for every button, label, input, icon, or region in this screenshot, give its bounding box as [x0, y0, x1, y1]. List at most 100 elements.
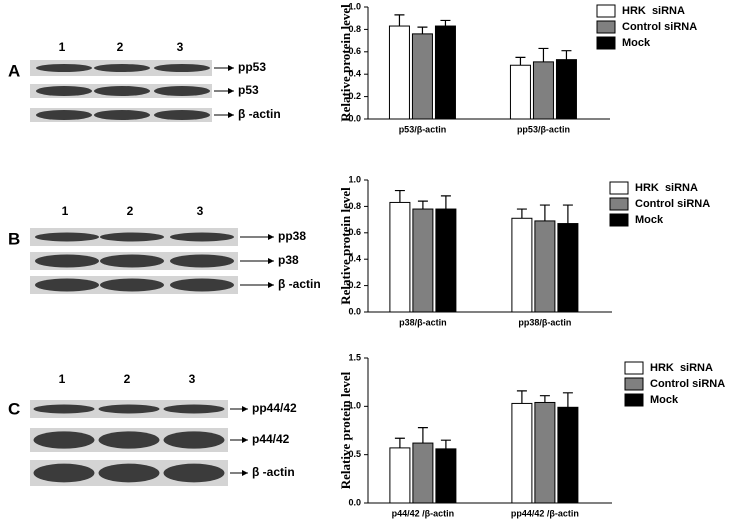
blot-band [33, 404, 95, 414]
bar [534, 220, 556, 313]
y-tick-label: 0.2 [348, 91, 361, 101]
blot-band [170, 232, 234, 242]
blot-band [154, 64, 210, 72]
error-bar [417, 26, 428, 34]
error-bar [562, 204, 573, 224]
blot-band [100, 232, 164, 242]
legend-swatch [609, 197, 629, 211]
y-tick-label: 0.4 [348, 254, 361, 264]
x-tick-label: p53/β-actin [399, 124, 447, 134]
band-label: β -actin [252, 465, 295, 479]
blot-band [163, 463, 225, 483]
legend-swatch [596, 4, 616, 18]
error-bar [539, 204, 550, 221]
blot-band [33, 463, 95, 483]
bar [435, 448, 457, 504]
arrow-head [242, 406, 248, 412]
blot-band [163, 404, 225, 414]
band-label: pp38 [278, 229, 306, 243]
legend-swatch [624, 361, 644, 375]
error-bar [394, 189, 405, 203]
lane-label: 3 [177, 40, 184, 54]
y-tick-label: 0.4 [348, 69, 361, 79]
blot-band [154, 109, 210, 121]
arrow-head [242, 470, 248, 476]
error-bar [440, 439, 451, 449]
blot-band [154, 85, 210, 97]
bar [412, 208, 434, 313]
blot-band [36, 64, 92, 72]
legend-label: Mock [622, 37, 651, 49]
band-label: β -actin [278, 277, 321, 291]
error-bar [440, 195, 451, 210]
lane-label: 2 [124, 372, 131, 386]
arrow-head [228, 88, 234, 94]
y-tick-label: 0.0 [348, 306, 361, 316]
bar [434, 25, 456, 120]
band-label: pp53 [238, 60, 266, 74]
y-tick-label: 0.8 [348, 24, 361, 34]
bar [412, 442, 434, 504]
legend-swatch [609, 181, 629, 195]
arrow-head [268, 234, 274, 240]
x-tick-label: p38/β-actin [399, 317, 447, 327]
error-bar [515, 56, 526, 66]
legend-label: HRK siRNA [622, 5, 685, 17]
blot-band [170, 254, 234, 268]
lane-label: 3 [189, 372, 196, 386]
arrow-head [268, 258, 274, 264]
y-tick-label: 0.0 [348, 497, 361, 507]
bar [389, 447, 411, 504]
error-bar [394, 14, 405, 27]
legend-swatch [624, 393, 644, 407]
blot-band [170, 278, 234, 292]
blot-band [35, 254, 99, 268]
legend-swatch [596, 20, 616, 34]
y-tick-label: 1.5 [348, 352, 361, 362]
legend-swatch [609, 213, 629, 227]
bar [388, 25, 410, 120]
x-tick-label: p44/42 /β-actin [392, 508, 455, 518]
blot-band [98, 463, 160, 483]
y-tick-label: 0.2 [348, 280, 361, 290]
bar [557, 406, 579, 504]
bar [389, 201, 411, 313]
error-bar [516, 390, 527, 404]
y-tick-label: 0.6 [348, 227, 361, 237]
lane-label: 1 [59, 40, 66, 54]
arrow-head [268, 282, 274, 288]
blot-band [35, 278, 99, 292]
y-tick-label: 0.0 [348, 113, 361, 123]
blot-band [98, 431, 160, 449]
band-label: p44/42 [252, 432, 290, 446]
lane-label: 1 [59, 372, 66, 386]
lane-label: 2 [127, 204, 134, 218]
error-bar [417, 200, 428, 210]
legend-swatch [624, 377, 644, 391]
y-axis-label: Relative protein level [338, 187, 353, 305]
error-bar [538, 47, 549, 62]
blot-band [36, 109, 92, 121]
legend-label: HRK siRNA [635, 182, 698, 194]
band-label: p53 [238, 83, 259, 97]
legend-label: Control siRNA [622, 21, 697, 33]
blot-band [100, 278, 164, 292]
error-bar [561, 50, 572, 60]
bar [435, 208, 457, 313]
error-bar [539, 395, 550, 403]
y-tick-label: 0.5 [348, 449, 361, 459]
panel-letter: B [8, 229, 20, 248]
y-axis-label: Relative protein level [338, 371, 353, 489]
y-axis-label: Relative protein level [338, 4, 353, 122]
legend-swatch [596, 36, 616, 50]
x-tick-label: pp53/β-actin [517, 124, 570, 134]
band-label: pp44/42 [252, 401, 297, 415]
legend-label: HRK siRNA [650, 362, 713, 374]
bar [557, 223, 579, 313]
bar [509, 64, 531, 120]
arrow-head [228, 65, 234, 71]
lane-label: 2 [117, 40, 124, 54]
band-label: p38 [278, 253, 299, 267]
legend-label: Mock [635, 214, 664, 226]
